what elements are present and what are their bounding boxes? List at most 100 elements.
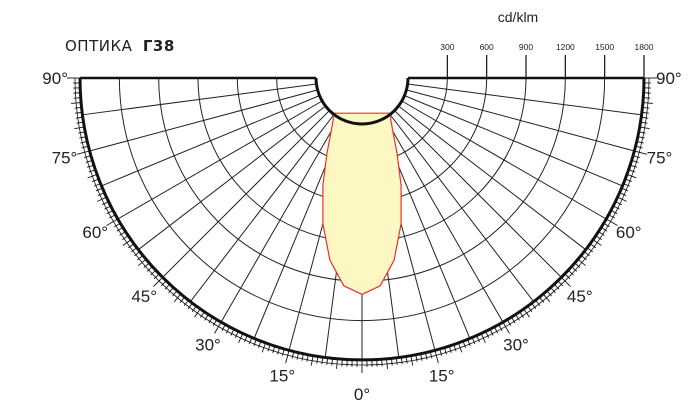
degree-tick <box>639 126 650 130</box>
degree-tick <box>272 346 276 353</box>
degree-tick <box>258 341 262 348</box>
angle-grid-line <box>401 100 607 220</box>
degree-tick <box>557 280 564 287</box>
degree-tick <box>79 136 87 139</box>
degree-tick <box>458 342 463 353</box>
degree-tick <box>261 342 266 353</box>
degree-tick <box>221 324 226 331</box>
degree-tick <box>310 355 314 366</box>
degree-tick <box>632 155 640 159</box>
degree-tick <box>97 192 105 196</box>
degree-tick <box>164 283 171 290</box>
degree-tick <box>434 350 439 364</box>
degree-tick <box>97 196 107 202</box>
degree-tick <box>191 305 197 313</box>
degree-tick <box>200 311 205 318</box>
degree-tick <box>194 308 201 318</box>
degree-tick <box>75 111 83 114</box>
angle-grid-line <box>162 110 330 278</box>
degree-tick <box>267 344 271 352</box>
degree-tick <box>173 293 182 302</box>
hub-arc <box>314 77 410 126</box>
degree-tick <box>92 178 99 182</box>
degree-tick <box>550 287 556 294</box>
degree-tick <box>74 107 82 109</box>
degree-tick <box>395 357 398 365</box>
degree-tick <box>598 231 605 236</box>
degree-tick <box>613 205 620 210</box>
degree-tick <box>80 140 88 144</box>
degree-tick <box>281 348 285 356</box>
degree-tick <box>592 239 602 246</box>
degree-tick <box>143 262 150 268</box>
radial-tick-label: 1800 <box>635 42 654 52</box>
degree-tick <box>641 111 649 114</box>
degree-tick <box>511 316 516 324</box>
degree-tick <box>81 145 89 149</box>
chart-title-optic: Г38 <box>143 37 175 55</box>
degree-tick <box>630 164 637 168</box>
degree-tick <box>138 258 147 267</box>
degree-tick <box>636 140 644 144</box>
degree-tick <box>429 351 433 359</box>
degree-tick <box>405 356 408 364</box>
degree-tick <box>306 354 309 362</box>
degree-tick <box>285 350 290 364</box>
degree-tick <box>610 209 618 215</box>
degree-tick <box>595 235 602 240</box>
degree-tick <box>234 331 239 338</box>
degree-tick <box>87 174 98 179</box>
degree-tick <box>150 269 157 276</box>
degree-tick <box>448 346 452 353</box>
angle-grid-line <box>394 110 562 278</box>
degree-tick <box>102 201 109 206</box>
degree-tick <box>415 354 418 362</box>
degree-tick <box>628 169 636 173</box>
degree-tick <box>625 178 632 182</box>
degree-tick <box>467 339 471 347</box>
degree-tick <box>225 326 231 334</box>
radial-tick-label: 600 <box>480 42 494 52</box>
angle-grid-line <box>407 83 642 116</box>
degree-tick <box>301 353 304 361</box>
degree-tick <box>574 262 581 268</box>
degree-tick <box>498 324 503 331</box>
degree-tick <box>476 335 480 343</box>
degree-tick <box>453 344 457 352</box>
radial-tick-label: 900 <box>519 42 533 52</box>
angle-grid-line <box>89 89 318 152</box>
degree-tick <box>638 131 646 134</box>
degree-tick <box>160 280 167 287</box>
degree-tick <box>564 273 571 280</box>
degree-tick <box>153 273 160 280</box>
degree-tick <box>214 321 222 334</box>
angle-label-right: 75° <box>647 149 673 168</box>
degree-ruler <box>67 77 657 373</box>
degree-tick <box>168 287 174 294</box>
degree-tick <box>76 150 90 155</box>
degree-tick <box>116 227 124 232</box>
degree-tick <box>122 235 129 240</box>
angle-label-left: 90° <box>42 69 68 88</box>
degree-tick <box>114 222 121 228</box>
degree-tick <box>253 339 257 347</box>
degree-tick <box>640 121 648 124</box>
degree-tick <box>546 290 552 297</box>
angle-grid-line <box>398 105 587 251</box>
degree-tick <box>391 358 393 366</box>
axis-labels: 300 600 900 1200 1500 1800 90° 90° 75° 75° 60° 60° 4… <box>42 42 681 404</box>
degree-tick <box>179 296 185 303</box>
degree-tick <box>238 333 244 343</box>
degree-tick <box>321 357 324 365</box>
degree-tick <box>75 116 83 119</box>
angle-grid-line <box>117 100 323 220</box>
degree-tick <box>642 102 653 104</box>
degree-tick <box>88 169 96 173</box>
angle-label-left: 60° <box>82 223 108 242</box>
degree-tick <box>172 290 178 297</box>
degree-tick <box>617 196 627 202</box>
degree-tick <box>531 302 537 310</box>
degree-tick <box>583 251 591 257</box>
angle-grid-line <box>404 95 623 187</box>
angle-label-right: 30° <box>503 336 529 355</box>
